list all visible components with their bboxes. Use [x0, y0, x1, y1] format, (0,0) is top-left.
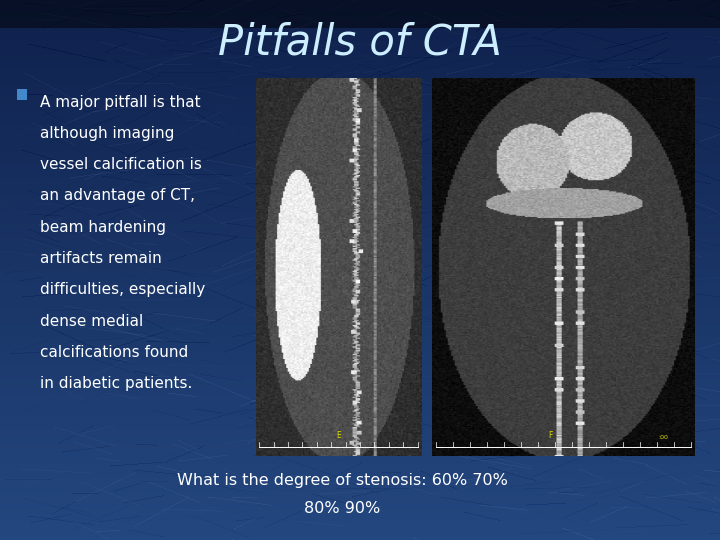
- Text: :00: :00: [658, 435, 668, 440]
- Text: Pitfalls of CTA: Pitfalls of CTA: [218, 22, 502, 64]
- Text: calcifications found: calcifications found: [40, 345, 188, 360]
- Text: dense medial: dense medial: [40, 314, 143, 329]
- Text: artifacts remain: artifacts remain: [40, 251, 161, 266]
- Text: difficulties, especially: difficulties, especially: [40, 282, 205, 298]
- Text: in diabetic patients.: in diabetic patients.: [40, 376, 192, 392]
- Text: beam hardening: beam hardening: [40, 220, 166, 235]
- Text: F: F: [548, 431, 552, 440]
- Text: although imaging: although imaging: [40, 126, 174, 141]
- Text: E: E: [336, 431, 341, 440]
- Text: vessel calcification is: vessel calcification is: [40, 157, 202, 172]
- Text: an advantage of CT,: an advantage of CT,: [40, 188, 194, 204]
- Text: A major pitfall is that: A major pitfall is that: [40, 94, 200, 110]
- Text: What is the degree of stenosis: 60% 70%: What is the degree of stenosis: 60% 70%: [176, 472, 508, 488]
- Bar: [17, 89, 27, 100]
- Text: 80% 90%: 80% 90%: [304, 501, 380, 516]
